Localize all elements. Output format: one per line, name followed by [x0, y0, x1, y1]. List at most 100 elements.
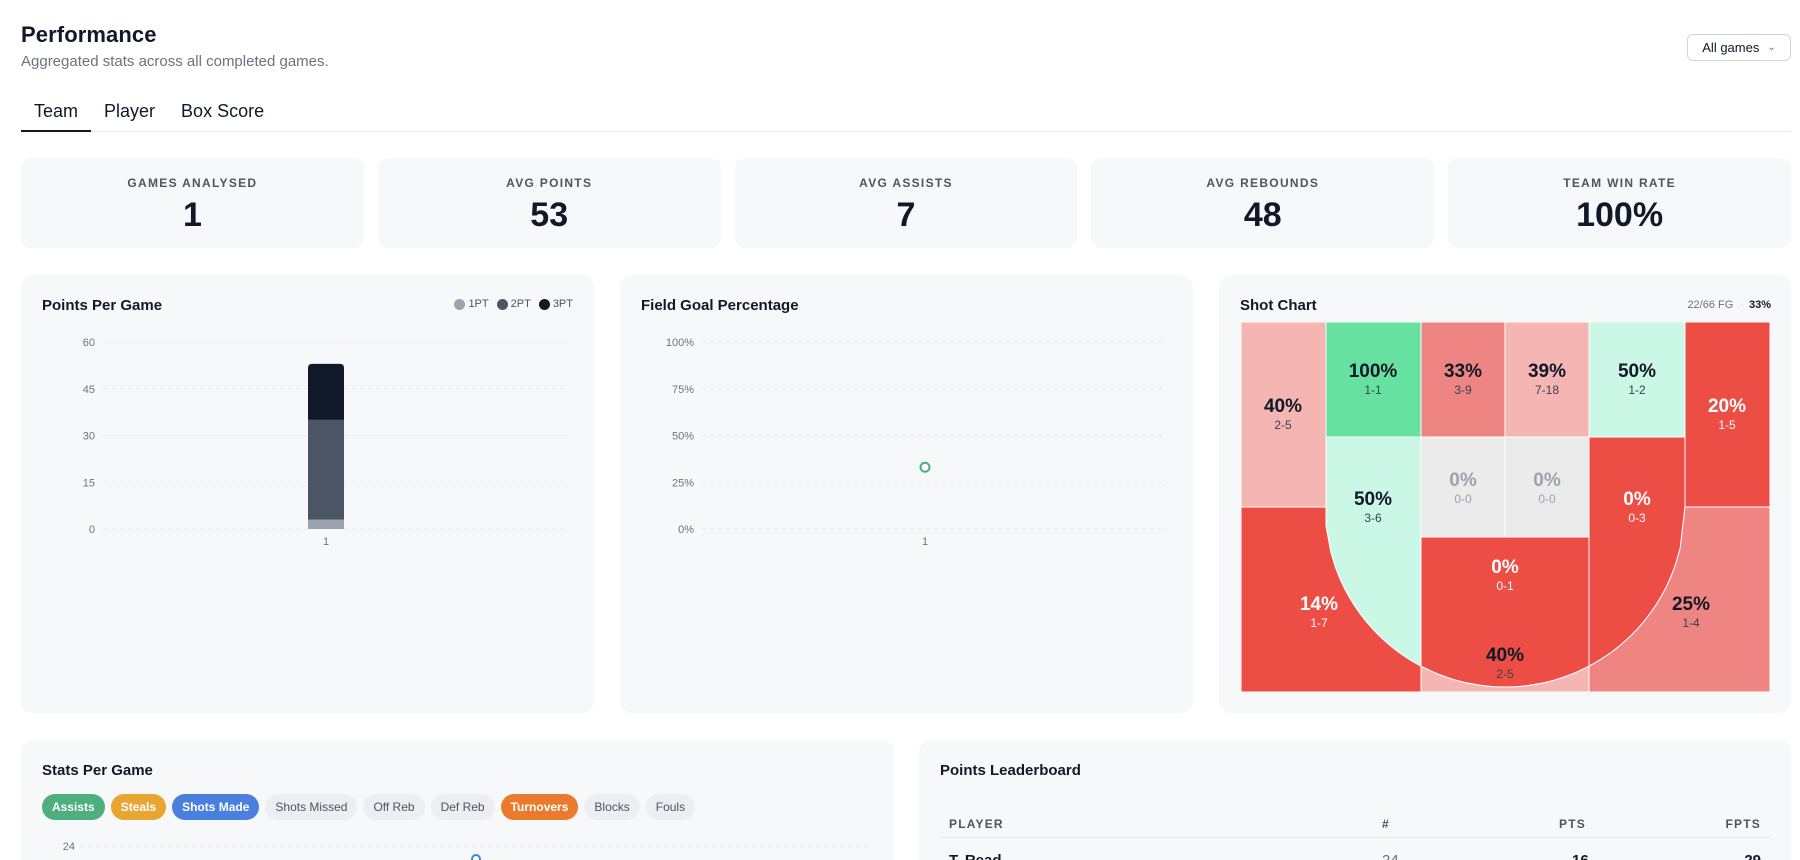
bar-segment[interactable] [308, 363, 344, 420]
x-tick-label: 1 [922, 536, 928, 548]
data-point[interactable] [919, 461, 931, 473]
zone-percentage: 0% [1623, 489, 1651, 510]
data-point[interactable] [471, 854, 481, 860]
zone-percentage: 0% [1491, 557, 1519, 578]
tab-bar: Team Player Box Score [21, 92, 1791, 132]
field-goal-percentage-chart: 0% 25% 50% 75% 100% 1 [666, 337, 1167, 548]
zone-record: 1-1 [1364, 383, 1382, 397]
shot-record: 22/66 FG [1687, 299, 1734, 311]
zone-percentage: 50% [1354, 489, 1392, 510]
zone-percentage: 14% [1300, 594, 1338, 615]
page-title: Performance [21, 22, 157, 47]
kpi-team-win-rate: TEAM WIN RATE 100% [1448, 158, 1791, 248]
page-subtitle: Aggregated stats across all completed ga… [21, 53, 329, 70]
stat-pill-steals[interactable]: Steals [110, 794, 167, 820]
legend-item[interactable]: 1PT [454, 298, 489, 310]
stats-per-game-card: Stats Per Game Assists Steals Shots Made Sh… [21, 740, 894, 860]
zone-record: 0-3 [1628, 511, 1646, 525]
separator: · [1739, 299, 1743, 311]
y-tick-label: 75% [672, 384, 694, 396]
shot-zone-left-three[interactable] [1241, 506, 1422, 692]
legend-label: 2PT [510, 298, 531, 310]
zone-percentage: 40% [1486, 645, 1524, 666]
kpi-avg-assists: AVG ASSISTS 7 [734, 158, 1078, 248]
legend-swatch [496, 298, 508, 310]
shot-chart-court: 40%2-5100%1-133%3-939%7-1850%1-220%1-550… [1241, 322, 1770, 692]
tab-box-score[interactable]: Box Score [181, 101, 265, 121]
x-tick-label: 1 [323, 536, 329, 548]
player-fpts: 29 [1744, 852, 1761, 860]
legend-item[interactable]: 2PT [496, 298, 531, 310]
games-filter-select[interactable]: All games ⌄ [1687, 34, 1791, 61]
games-filter-value: All games [1702, 40, 1760, 55]
kpi-avg-rebounds: AVG REBOUNDS 48 [1091, 158, 1435, 248]
tab-player[interactable]: Player [104, 101, 156, 121]
column-header-fpts[interactable]: FPTS [1725, 817, 1761, 831]
kpi-label: AVG POINTS [506, 176, 593, 190]
points-leaderboard-card: Points Leaderboard PLAYER # PTS FPTS T. … [919, 740, 1791, 860]
stat-pill-turnovers[interactable]: Turnovers [500, 794, 579, 820]
card-title: Points Leaderboard [940, 762, 1081, 779]
zone-percentage: 100% [1349, 361, 1398, 382]
stat-pill-fouls[interactable]: Fouls [645, 794, 696, 820]
card-title: Stats Per Game [42, 762, 153, 779]
kpi-value: 1 [182, 196, 202, 234]
card-title: Points Per Game [42, 297, 163, 314]
stat-pill-blocks[interactable]: Blocks [584, 794, 640, 820]
zone-percentage: 39% [1528, 361, 1566, 382]
y-tick-label: 45 [83, 384, 95, 396]
stat-pill-def-reb[interactable]: Def Reb [430, 794, 495, 820]
shot-zone-top-three[interactable] [1420, 665, 1590, 692]
stat-pill-off-reb[interactable]: Off Reb [363, 794, 425, 820]
chevron-down-icon: ⌄ [1767, 42, 1776, 53]
column-header-number[interactable]: # [1382, 817, 1390, 831]
zone-record: 0-1 [1496, 579, 1514, 593]
player-number: 24 [1382, 852, 1399, 860]
zone-record: 7-18 [1535, 383, 1559, 397]
zone-record: 3-9 [1454, 383, 1472, 397]
kpi-value: 48 [1243, 196, 1282, 234]
kpi-value: 53 [530, 196, 569, 234]
zone-record: 3-6 [1364, 511, 1382, 525]
kpi-label: GAMES ANALYSED [127, 176, 258, 190]
y-tick-label: 50% [672, 431, 694, 443]
legend-swatch [538, 298, 550, 310]
zone-record: 0-0 [1454, 492, 1472, 506]
leaderboard-header: PLAYER # PTS FPTS [940, 810, 1770, 838]
zone-record: 2-5 [1496, 667, 1514, 681]
legend-label: 3PT [552, 298, 573, 310]
zone-record: 2-5 [1274, 418, 1292, 432]
shot-zone-right-three[interactable] [1588, 506, 1770, 692]
zone-percentage: 33% [1444, 361, 1482, 382]
zone-record: 1-7 [1310, 616, 1328, 630]
zone-record: 0-0 [1538, 492, 1556, 506]
column-header-player[interactable]: PLAYER [949, 817, 1004, 831]
y-tick-label: 0% [678, 524, 694, 536]
zone-record: 1-5 [1718, 418, 1736, 432]
shot-summary: 22/66 FG · 33% [1687, 299, 1771, 311]
bar-segment[interactable] [308, 519, 344, 529]
zone-percentage: 0% [1533, 470, 1561, 491]
kpi-value: 7 [896, 196, 916, 234]
kpi-avg-points: AVG POINTS 53 [377, 158, 721, 248]
zone-record: 1-4 [1682, 616, 1700, 630]
stat-pill-shots-missed[interactable]: Shots Missed [265, 794, 358, 820]
chart-legend: 1PT 2PT 3PT [454, 298, 573, 310]
zone-percentage: 0% [1449, 470, 1477, 491]
points-per-game-chart: 0 15 30 45 60 1 [83, 337, 568, 548]
legend-item[interactable]: 3PT [538, 298, 573, 310]
stat-pill-assists[interactable]: Assists [42, 794, 105, 820]
stat-pill-shots-made[interactable]: Shots Made [172, 794, 260, 820]
kpi-row: GAMES ANALYSED 1 AVG POINTS 53 AVG ASSIS… [21, 158, 1791, 248]
card-title: Field Goal Percentage [641, 297, 799, 314]
table-row[interactable]: T. Read 24 16 29 [940, 838, 1770, 860]
zone-percentage: 40% [1264, 396, 1302, 417]
y-tick-label: 100% [666, 337, 694, 349]
bar-segment[interactable] [308, 419, 344, 520]
tab-team[interactable]: Team [21, 92, 92, 132]
y-tick-label: 60 [83, 337, 95, 349]
field-goal-percentage-card: Field Goal Percentage 0% 25% 50% 75% 100% 1 [620, 275, 1193, 713]
column-header-pts[interactable]: PTS [1559, 817, 1586, 831]
zone-record: 1-2 [1628, 383, 1646, 397]
points-per-game-card: Points Per Game 1PT 2PT 3PT 0 15 30 45 60 1 [21, 275, 594, 713]
